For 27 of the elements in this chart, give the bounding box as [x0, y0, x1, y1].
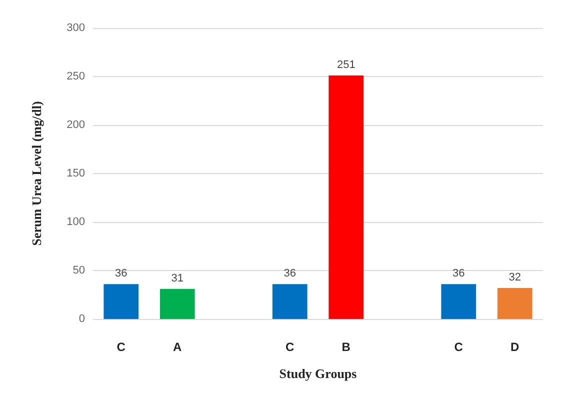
data-label: 31 — [171, 272, 184, 284]
x-tick-label: C — [286, 340, 295, 354]
y-tick-label: 300 — [66, 22, 85, 34]
data-label: 36 — [452, 268, 465, 280]
y-tick-label: 100 — [66, 216, 85, 228]
data-label: 36 — [115, 268, 128, 280]
bar — [160, 288, 195, 319]
data-label: 251 — [336, 59, 356, 72]
data-label: 32 — [508, 271, 521, 284]
x-tick-label: C — [454, 340, 464, 354]
y-tick-label: 50 — [72, 264, 85, 276]
bar — [497, 288, 532, 319]
y-tick-label: 0 — [78, 313, 85, 325]
bar — [328, 76, 364, 319]
x-axis-title: Study Groups — [279, 366, 357, 381]
y-tick-label: 200 — [66, 119, 85, 131]
x-tick-label: B — [342, 340, 351, 354]
x-tick-label: C — [116, 340, 126, 354]
y-tick-label: 150 — [66, 168, 85, 180]
x-tick-label: D — [510, 340, 520, 354]
x-tick-label: A — [173, 340, 182, 354]
bar — [272, 284, 308, 319]
data-label: 36 — [284, 268, 296, 280]
bar — [104, 284, 139, 319]
y-tick-label: 250 — [66, 70, 85, 82]
y-axis-title: Serum Urea Level (mg/dl) — [29, 101, 44, 246]
bar — [441, 284, 476, 319]
